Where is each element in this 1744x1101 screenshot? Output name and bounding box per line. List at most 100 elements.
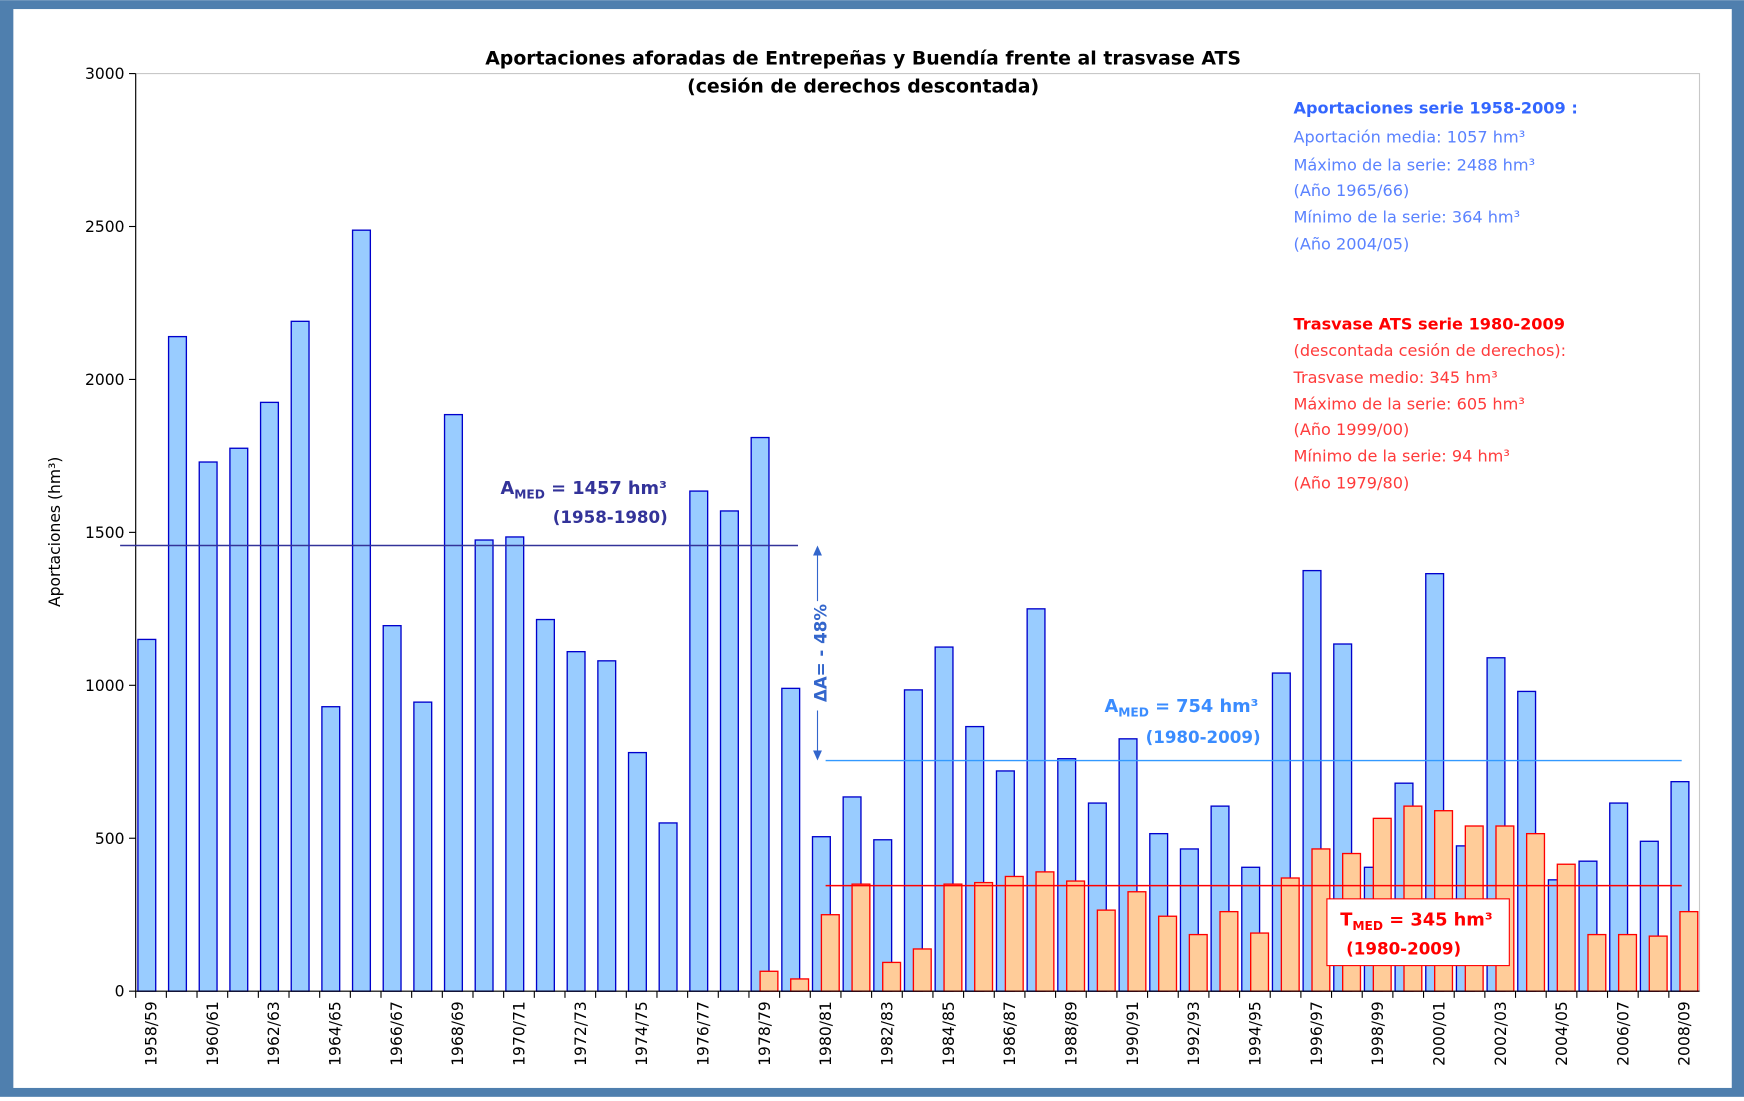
- bar-inflow: [535, 618, 556, 992]
- bar-transfer: [1587, 933, 1607, 992]
- bar-inflow: [382, 624, 402, 992]
- y-tick-label: 3000: [85, 65, 125, 83]
- bar-inflow: [658, 822, 678, 992]
- bar-inflow: [505, 536, 525, 992]
- bar-transfer: [943, 883, 963, 992]
- mean-label: AMED = 754 hm³: [1104, 696, 1258, 719]
- y-tick-label: 1000: [85, 677, 125, 695]
- x-tick-label: 2008/09: [1676, 1001, 1694, 1066]
- info-blue: Aportación media: 1057 hm³: [1294, 128, 1526, 147]
- x-tick-label: 1990/91: [1124, 1001, 1142, 1066]
- bar-inflow: [321, 706, 341, 992]
- bar-inflow: [167, 335, 188, 992]
- bar-inflow: [198, 461, 218, 992]
- x-tick-label: 1974/75: [633, 1001, 651, 1066]
- bar-transfer: [1556, 863, 1576, 992]
- info-blue: Mínimo de la serie: 364 hm³: [1294, 208, 1521, 227]
- arrow-head: [813, 545, 822, 556]
- info-red: Máximo de la serie: 605 hm³: [1294, 394, 1525, 413]
- mean-subscript: MED: [514, 487, 545, 501]
- x-tick-label: 1976/77: [695, 1001, 713, 1066]
- bar-transfer: [1096, 909, 1116, 992]
- x-tick-label: 1986/87: [1001, 1001, 1019, 1066]
- mean-symbol: T: [1340, 910, 1353, 931]
- info-blue: Máximo de la serie: 2488 hm³: [1294, 155, 1536, 174]
- bar-transfer: [1066, 880, 1086, 992]
- mean-text: = 1457 hm³: [545, 478, 667, 499]
- y-tick-label: 1500: [85, 524, 125, 542]
- x-tick-label: 1964/65: [327, 1001, 345, 1066]
- bar-inflow: [597, 660, 617, 992]
- bar-transfer: [1280, 877, 1300, 992]
- x-tick-label: 1970/71: [511, 1001, 529, 1066]
- arrow-head: [813, 750, 822, 761]
- info-blue: (Año 2004/05): [1294, 234, 1410, 253]
- bar-transfer: [1648, 935, 1668, 992]
- info-red: (descontada cesión de derechos):: [1294, 341, 1567, 360]
- y-tick-label: 0: [115, 983, 125, 1001]
- bar-inflow: [750, 436, 770, 992]
- mean-text: = 754 hm³: [1149, 696, 1259, 717]
- bar-inflow: [689, 490, 709, 992]
- bar-inflow: [474, 539, 494, 992]
- bar-transfer: [1188, 933, 1208, 992]
- x-tick-label: 1994/95: [1246, 1001, 1264, 1066]
- y-axis-label: Aportaciones (hm³): [46, 457, 64, 607]
- bar-inflow: [137, 638, 157, 992]
- mean-symbol: A: [501, 478, 515, 499]
- bar-transfer: [790, 978, 810, 992]
- x-tick-label: 1988/89: [1062, 1001, 1080, 1066]
- x-tick-label: 1966/67: [388, 1001, 406, 1066]
- y-tick-label: 500: [95, 830, 125, 848]
- bar-transfer: [1679, 910, 1699, 992]
- mean-label-box: [1326, 898, 1510, 967]
- x-tick-label: 1992/93: [1185, 1001, 1203, 1066]
- chart-subtitle: (cesión de derechos descontada): [687, 75, 1039, 97]
- bar-transfer: [1004, 875, 1024, 992]
- info-red: Trasvase ATS serie 1980-2009: [1294, 314, 1565, 333]
- x-tick-label: 1978/79: [756, 1001, 774, 1066]
- x-tick-label: 2004/05: [1553, 1001, 1571, 1066]
- x-tick-label: 1968/69: [449, 1001, 467, 1066]
- x-tick-label: 1998/99: [1369, 1001, 1387, 1066]
- bar-inflow: [719, 510, 739, 992]
- delta-label: ΔA= - 48%: [811, 604, 830, 703]
- mean-period: (1958-1980): [553, 508, 668, 527]
- bar-transfer: [1525, 832, 1546, 992]
- x-tick-label: 1960/61: [204, 1001, 222, 1066]
- bar-inflow: [781, 687, 801, 992]
- x-tick-label: 1972/73: [572, 1001, 590, 1066]
- bar-transfer: [820, 914, 840, 992]
- info-red: (Año 1999/00): [1294, 420, 1410, 439]
- bar-transfer: [974, 881, 994, 992]
- mean-subscript: MED: [1352, 919, 1383, 933]
- bar-transfer: [912, 948, 932, 992]
- info-blue: Aportaciones serie 1958-2009 :: [1294, 99, 1578, 118]
- mean-subscript: MED: [1118, 705, 1149, 719]
- bar-inflow: [566, 650, 586, 992]
- bar-inflow: [229, 447, 249, 992]
- bar-inflow: [413, 701, 433, 992]
- bar-transfer: [1219, 910, 1239, 992]
- bar-inflow: [259, 401, 280, 992]
- mean-label: AMED = 1457 hm³: [501, 478, 667, 501]
- bar-transfer: [882, 961, 902, 992]
- bar-inflow: [443, 413, 464, 992]
- x-tick-label: 1980/81: [817, 1001, 835, 1066]
- mean-label: TMED = 345 hm³: [1340, 910, 1492, 933]
- bar-inflow: [351, 229, 372, 992]
- x-tick-label: 1996/97: [1308, 1001, 1326, 1066]
- bar-transfer: [1617, 933, 1638, 992]
- bar-transfer: [1127, 891, 1147, 992]
- bar-transfer: [759, 970, 779, 992]
- x-tick-label: 1962/63: [265, 1001, 283, 1066]
- info-red: Trasvase medio: 345 hm³: [1293, 368, 1498, 387]
- info-blue: (Año 1965/66): [1294, 181, 1410, 200]
- bar-transfer: [1158, 915, 1178, 992]
- x-tick-label: 2006/07: [1614, 1001, 1632, 1066]
- bar-inflow: [290, 320, 310, 992]
- bar-transfer: [1035, 871, 1055, 992]
- x-tick-label: 1984/85: [940, 1001, 958, 1066]
